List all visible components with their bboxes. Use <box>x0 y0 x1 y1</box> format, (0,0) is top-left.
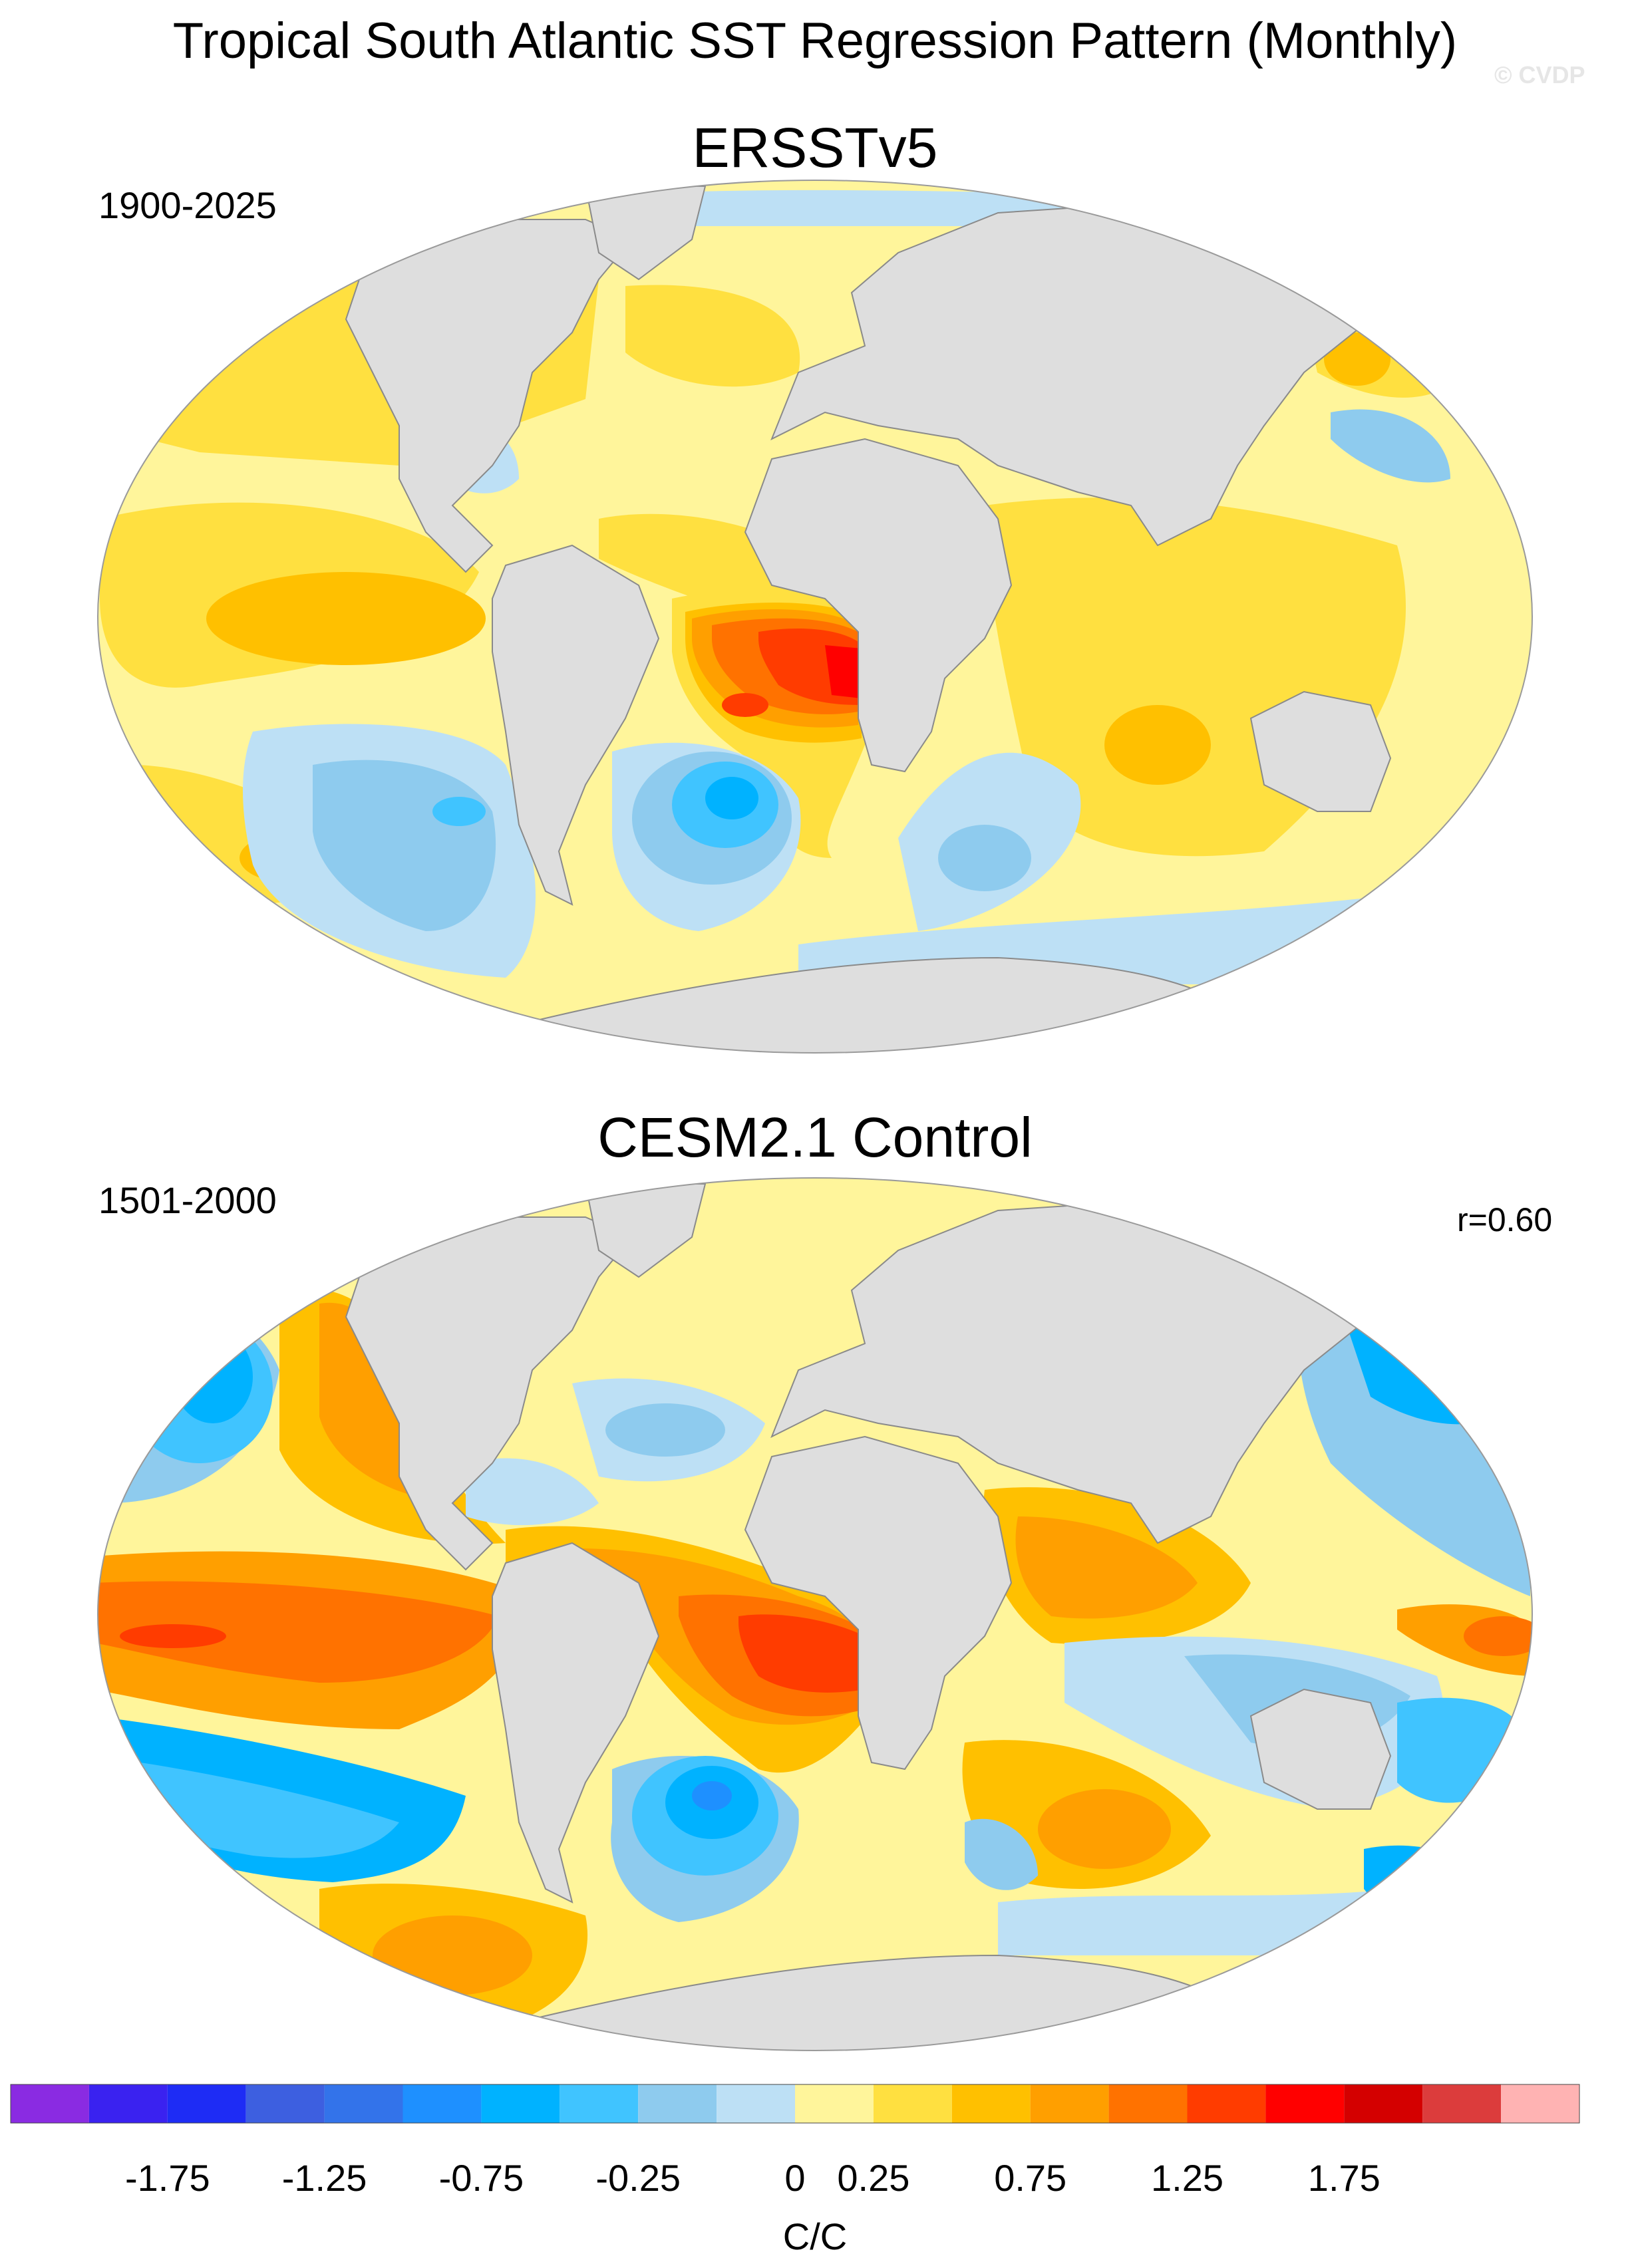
colorbar-swatch <box>1108 2084 1188 2123</box>
colorbar-swatch <box>11 2084 89 2123</box>
land-masses <box>345 186 1392 1053</box>
pattern-correlation: r=0.60 <box>1457 1201 1553 1238</box>
figure-title: Tropical South Atlantic SST Regression P… <box>172 13 1458 69</box>
panel-title-ersstv5: ERSSTv5 <box>692 116 938 179</box>
colorbar-swatch <box>560 2084 639 2123</box>
colorbar-swatch <box>1265 2084 1345 2123</box>
eurasia-land <box>770 1196 1372 1544</box>
watermark: © CVDP <box>1494 61 1585 88</box>
colorbar-swatch <box>638 2084 717 2123</box>
south-america-land <box>492 1542 660 1904</box>
map-outline <box>97 1177 1533 2051</box>
map-panel-ersstv5 <box>97 180 1533 1054</box>
colorbar-tick-label: 0.25 <box>837 2157 910 2199</box>
colorbar-swatch <box>873 2084 952 2123</box>
colorbar-frame <box>10 2084 1580 2124</box>
colorbar-tick-label: 1.75 <box>1307 2157 1381 2199</box>
colorbar-swatch <box>1422 2084 1502 2123</box>
africa-land <box>744 1435 1013 1771</box>
colorbar-swatch <box>951 2084 1031 2123</box>
colorbar-tick-label: 1.25 <box>1151 2157 1223 2199</box>
map-outline <box>97 180 1533 1054</box>
map-panel-cesm <box>97 1177 1533 2051</box>
colorbar-swatch <box>324 2084 403 2123</box>
africa-land <box>744 438 1013 773</box>
australia-land <box>1249 690 1392 812</box>
colorbar-swatch <box>245 2084 325 2123</box>
colorbar <box>10 2084 1580 2124</box>
sst-contour-north-atlantic-warm <box>625 285 800 387</box>
colorbar-swatch <box>167 2084 246 2123</box>
colorbar-tick-label: -1.25 <box>281 2157 367 2199</box>
colorbar-swatch <box>795 2084 874 2123</box>
eurasia-land <box>770 198 1372 547</box>
colorbar-units: C/C <box>782 2215 848 2257</box>
colorbar-tick-label: -0.75 <box>438 2157 524 2199</box>
period-label-ersstv5: 1900-2025 <box>98 184 277 226</box>
colorbar-swatch <box>717 2084 795 2123</box>
colorbar-swatch <box>88 2084 168 2123</box>
colorbar-tick-label: 0.75 <box>994 2157 1067 2199</box>
colorbar-tick-label: 0 <box>784 2157 806 2199</box>
colorbar-tick-label: -0.25 <box>595 2157 681 2199</box>
colorbar-swatch <box>481 2084 560 2123</box>
colorbar-swatch <box>1187 2084 1266 2123</box>
period-label-cesm: 1501-2000 <box>98 1179 277 1221</box>
south-america-land <box>492 544 660 906</box>
colorbar-swatch <box>1030 2084 1109 2123</box>
panel-title-cesm: CESM2.1 Control <box>597 1106 1033 1169</box>
australia-land <box>1249 1688 1392 1810</box>
colorbar-swatch <box>403 2084 482 2123</box>
colorbar-swatch <box>1344 2084 1423 2123</box>
colorbar-swatch <box>1501 2084 1579 2123</box>
colorbar-tick-label: -1.75 <box>124 2157 210 2199</box>
